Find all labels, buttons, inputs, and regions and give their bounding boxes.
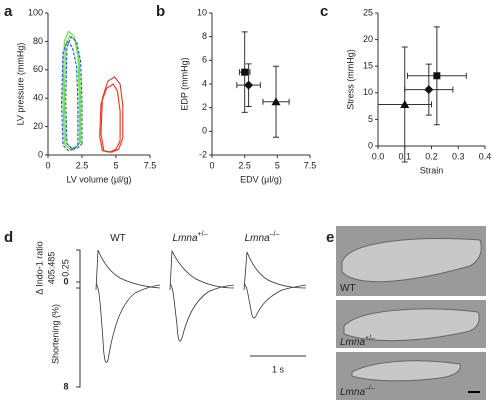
panel-letter: b <box>156 3 165 20</box>
genotype-label: WT <box>110 233 126 244</box>
y-tick-label: 0 <box>38 149 43 159</box>
indo-label: Δ Indo-1 ratio <box>34 241 44 295</box>
x-tick-label: 0 <box>209 160 214 170</box>
marker-square <box>433 72 441 80</box>
x-tick-label: 0.3 <box>452 151 465 161</box>
shortening-bottom: 8 <box>63 381 68 391</box>
calcium-trace <box>169 249 235 291</box>
pv-loop <box>61 40 79 152</box>
pv-loop <box>62 30 80 150</box>
x-tick-label: 2.5 <box>76 160 89 170</box>
y-tick-label: 20 <box>363 34 373 44</box>
cell-label: Lmna+/– <box>340 335 375 348</box>
x-tick-label: 7.5 <box>144 160 157 170</box>
y-tick-label: 100 <box>28 7 43 17</box>
shortening-top: 0 <box>63 276 68 286</box>
axis-line <box>377 13 485 147</box>
y-tick-label: 25 <box>363 7 373 17</box>
y-tick-label: 0 <box>368 140 373 150</box>
y-tick-label: 20 <box>33 121 43 131</box>
x-tick-label: 0.2 <box>425 151 438 161</box>
pv-loop <box>65 36 83 150</box>
x-axis-label: Strain <box>420 165 444 175</box>
y-tick-label: 10 <box>197 7 207 17</box>
panel-letter: a <box>4 3 13 20</box>
pv-loop <box>100 76 124 153</box>
indo-scale-bar <box>76 249 81 289</box>
shortening-trace <box>243 283 307 319</box>
y-tick-label: 5 <box>368 114 373 124</box>
ratio-label: 405:485 <box>46 252 56 285</box>
cell-label: WT <box>340 283 356 294</box>
calcium-trace <box>243 251 307 291</box>
calcium-trace <box>95 249 161 291</box>
x-axis-label: EDV (µl/g) <box>240 174 282 184</box>
axis-line <box>211 13 310 156</box>
cell <box>341 238 482 283</box>
panel-letter: e <box>326 229 334 246</box>
marker-diamond <box>244 80 254 90</box>
x-tick-label: 0 <box>45 160 50 170</box>
x-tick-label: 0.4 <box>479 151 492 161</box>
y-tick-label: 2 <box>202 102 207 112</box>
genotype-label: Lmna+/– <box>173 231 208 244</box>
panel-letter: c <box>320 3 328 20</box>
y-tick-label: 0 <box>202 126 207 136</box>
y-tick-label: 4 <box>202 78 207 88</box>
cell <box>351 360 461 382</box>
time-scale-label: 1 s <box>272 364 285 374</box>
marker-square <box>241 68 249 76</box>
y-tick-label: 40 <box>33 93 43 103</box>
shortening-trace <box>95 283 161 363</box>
y-tick-label: 10 <box>363 87 373 97</box>
x-tick-label: 2.5 <box>238 160 251 170</box>
genotype-label: Lmna–/– <box>245 231 280 244</box>
x-tick-label: 0.0 <box>372 151 385 161</box>
indo-scale-label: 0.25 <box>60 259 70 277</box>
y-tick-label: -2 <box>199 149 207 159</box>
y-axis-label: LV pressure (mmHg) <box>15 43 25 126</box>
x-tick-label: 5 <box>113 160 118 170</box>
pv-loop <box>99 83 121 153</box>
shortening-label: Shortening (%) <box>50 304 60 364</box>
cell <box>343 308 480 342</box>
shortening-trace <box>169 283 235 342</box>
panel-letter: d <box>4 229 13 246</box>
y-tick-label: 6 <box>202 55 207 65</box>
y-axis-label: EDP (mmHg) <box>179 57 189 110</box>
x-tick-label: 5 <box>275 160 280 170</box>
x-axis-label: LV volume (µl/g) <box>66 174 131 184</box>
shortening-axis <box>76 281 81 388</box>
cell-label: Lmna–/– <box>340 385 375 398</box>
y-axis-label: Stress (mmHg) <box>345 49 355 110</box>
marker-triangle <box>400 100 410 109</box>
y-tick-label: 8 <box>202 31 207 41</box>
marker-triangle <box>271 97 281 106</box>
x-tick-label: 7.5 <box>304 160 317 170</box>
y-tick-label: 80 <box>33 36 43 46</box>
y-tick-label: 15 <box>363 61 373 71</box>
marker-diamond <box>424 85 434 95</box>
y-tick-label: 60 <box>33 64 43 74</box>
